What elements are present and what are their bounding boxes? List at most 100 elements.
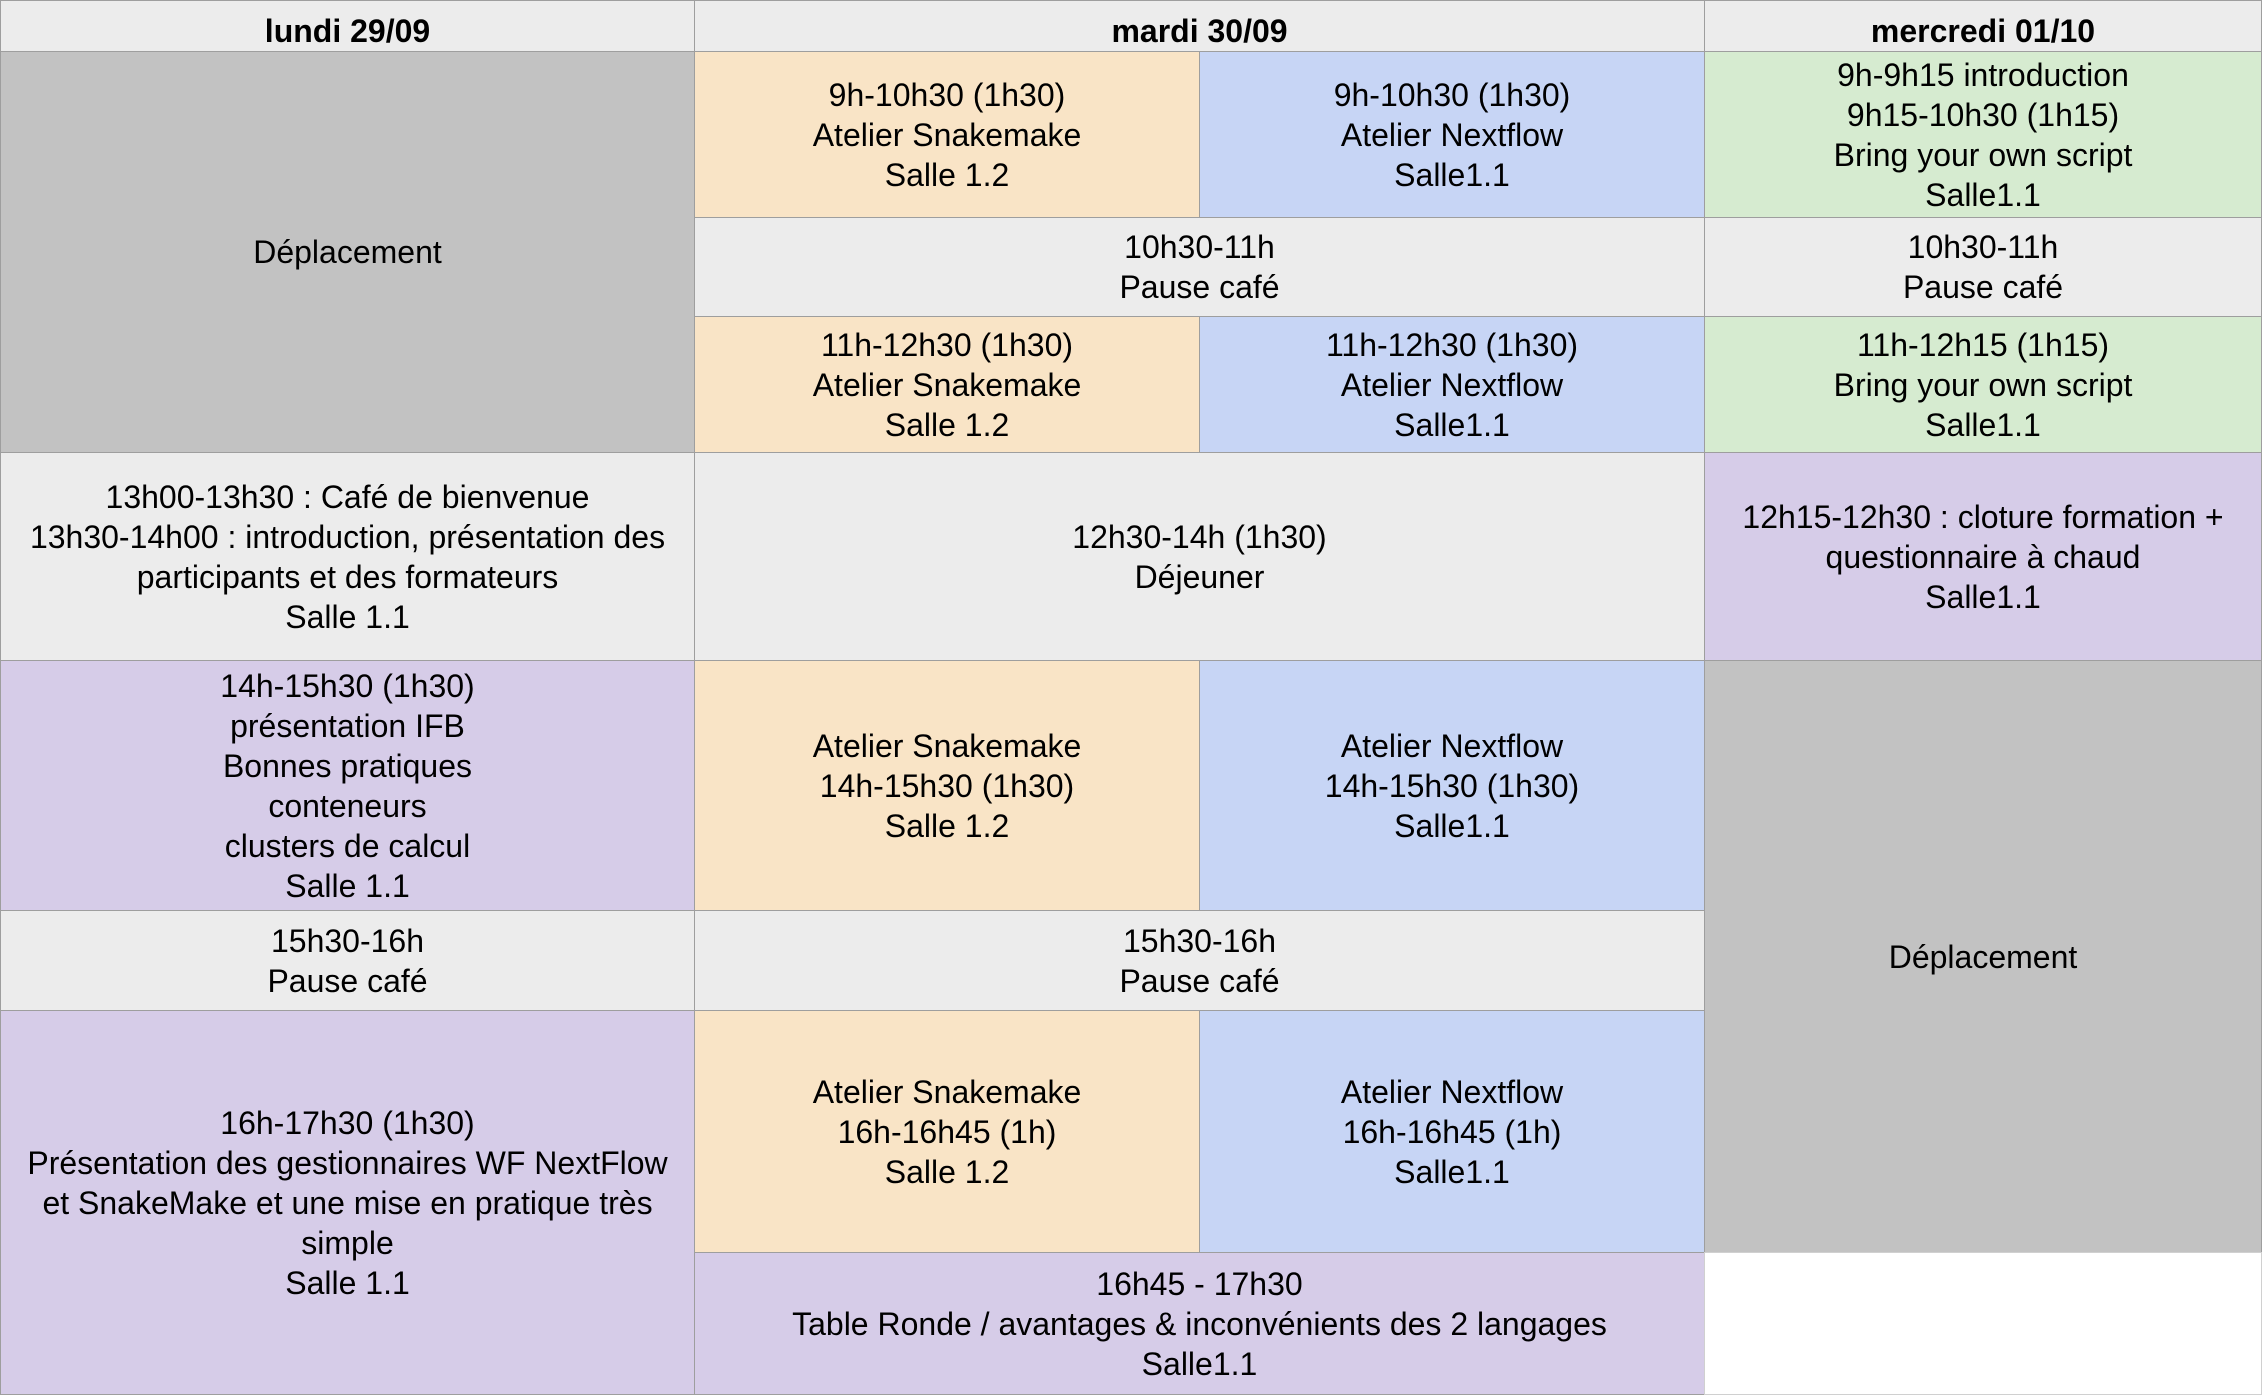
cell-line: Déplacement [253,234,442,270]
cell-line: 9h-9h15 introduction [1837,56,2129,93]
tuesday-snakemake-session-4: Atelier Snakemake 16h-16h45 (1h) Salle 1.2 [694,1010,1200,1253]
cell-text: Atelier Snakemake 16h-16h45 (1h) Salle 1.2 [813,1072,1082,1192]
cell-text: 16h-17h30 (1h30) Présentation des gestion… [27,1103,667,1303]
monday-ifb-presentation: 14h-15h30 (1h30) présentation IFB Bonnes p… [0,660,695,911]
cell-line: participants et des formateurs [136,558,559,595]
cell-line: Salle1.1 [1394,807,1510,844]
cell-text: 11h-12h30 (1h30) Atelier Nextflow Salle1.1 [1326,325,1578,445]
wednesday-coffee-break: 10h30-11h Pause café [1704,217,2262,317]
cell-text: 15h30-16h Pause café [267,921,427,1001]
tuesday-coffee-break-afternoon: 15h30-16h Pause café [694,910,1705,1011]
empty-cell [1704,1252,2262,1395]
cell-text: 9h-10h30 (1h30) Atelier Snakemake Salle 1.… [813,75,1082,195]
cell-line: Atelier Nextflow [1340,727,1564,764]
cell-line: Salle 1.2 [884,807,1010,844]
cell-line: Atelier Nextflow [1340,116,1564,153]
cell-text: 14h-15h30 (1h30) présentation IFB Bonnes p… [220,666,474,906]
cell-text: Atelier Nextflow 14h-15h30 (1h30) Salle1.1 [1325,726,1579,846]
cell-line: Bring your own script [1833,366,2133,403]
cell-line: et SnakeMake et une mise en pratique trè… [42,1184,653,1221]
cell-line: 12h15-12h30 : cloture formation + [1742,498,2224,535]
monday-workflow-managers: 16h-17h30 (1h30) Présentation des gestion… [0,1010,695,1395]
tuesday-snakemake-session-3: Atelier Snakemake 14h-15h30 (1h30) Salle 1… [694,660,1200,911]
cell-text: Atelier Snakemake 14h-15h30 (1h30) Salle 1… [813,726,1082,846]
cell-line: Pause café [267,962,428,999]
cell-line: Salle1.1 [1141,1345,1258,1382]
cell-line: 13h00-13h30 : Café de bienvenue [105,478,590,515]
cell-line: 14h-15h30 (1h30) [819,767,1075,804]
cell-line: 16h-16h45 (1h) [1342,1113,1562,1150]
cell-line: Déplacement [1888,938,2078,975]
header-wednesday: mercredi 01/10 [1704,0,2262,52]
cell-line: questionnaire à chaud [1825,538,2141,575]
cell-line: 9h15-10h30 (1h15) [1846,96,2120,133]
cell-text: 11h-12h15 (1h15) Bring your own script Sal… [1834,325,2133,445]
cell-text: 9h-10h30 (1h30) Atelier Nextflow Salle1.1 [1334,75,1571,195]
cell-line: clusters de calcul [224,827,471,864]
cell-line: Pause café [1119,962,1280,999]
header-monday: lundi 29/09 [0,0,695,52]
cell-line: 11h-12h30 (1h30) [820,326,1074,363]
tuesday-coffee-break-morning: 10h30-11h Pause café [694,217,1705,317]
cell-line: 16h-17h30 (1h30) [220,1104,475,1141]
cell-line: 11h-12h15 (1h15) [1856,326,2110,363]
cell-line: 15h30-16h [270,922,424,959]
wednesday-travel: Déplacement [1704,660,2262,1253]
cell-line: 12h30-14h (1h30) [1072,518,1327,555]
cell-line: Bring your own script [1833,136,2133,173]
cell-line: Pause café [1902,269,2064,305]
cell-text: Atelier Nextflow 16h-16h45 (1h) Salle1.1 [1341,1072,1563,1192]
cell-line: Salle1.1 [1925,578,2041,615]
cell-line: 16h45 - 17h30 [1096,1265,1303,1302]
cell-line: simple [301,1224,394,1261]
cell-line: Atelier Snakemake [812,366,1082,403]
tuesday-nextflow-session-3: Atelier Nextflow 14h-15h30 (1h30) Salle1.1 [1199,660,1705,911]
cell-line: 13h30-14h00 : introduction, présentation… [29,518,666,555]
cell-text: 16h45 - 17h30 Table Ronde / avantages & i… [792,1264,1607,1384]
tuesday-lunch: 12h30-14h (1h30) Déjeuner [694,452,1705,661]
cell-line: Atelier Nextflow [1340,1073,1564,1110]
cell-line: Salle 1.1 [285,598,410,635]
cell-line: Salle 1.2 [884,1153,1010,1190]
cell-line: Atelier Snakemake [812,727,1082,764]
tuesday-nextflow-session-1: 9h-10h30 (1h30) Atelier Nextflow Salle1.1 [1199,51,1705,218]
cell-line: présentation IFB [230,707,465,744]
cell-line: Salle 1.1 [285,1264,410,1301]
cell-line: Atelier Snakemake [812,116,1082,153]
tuesday-snakemake-session-1: 9h-10h30 (1h30) Atelier Snakemake Salle 1.… [694,51,1200,218]
cell-line: Salle1.1 [1394,1153,1510,1190]
tuesday-round-table: 16h45 - 17h30 Table Ronde / avantages & i… [694,1252,1705,1395]
cell-text: 10h30-11h Pause café [1903,227,2063,307]
cell-line: Atelier Snakemake [812,1073,1082,1110]
cell-line: Déjeuner [1134,558,1265,595]
cell-line: 14h-15h30 (1h30) [220,667,475,704]
cell-line: Salle 1.2 [884,406,1010,443]
cell-line: Salle 1.1 [285,867,410,904]
cell-line: Bonnes pratiques [222,747,473,784]
cell-line: conteneurs [268,787,427,824]
cell-text: 11h-12h30 (1h30) Atelier Snakemake Salle 1… [813,325,1082,445]
cell-line: Atelier Nextflow [1340,366,1564,403]
wednesday-byos-session-2: 11h-12h15 (1h15) Bring your own script Sal… [1704,316,2262,453]
monday-travel: Déplacement [0,51,695,453]
cell-line: Salle1.1 [1925,406,2041,443]
cell-text: Déplacement [253,232,442,272]
cell-line: Salle 1.2 [884,156,1010,193]
cell-text: 12h30-14h (1h30) Déjeuner [1072,517,1326,597]
monday-welcome: 13h00-13h30 : Café de bienvenue 13h30-14h… [0,452,695,661]
cell-line: Présentation des gestionnaires WF NextFl… [27,1144,668,1181]
cell-text: 9h-9h15 introduction 9h15-10h30 (1h15) Bri… [1834,55,2133,215]
cell-line: Salle1.1 [1394,156,1510,193]
cell-line: 15h30-16h [1122,922,1276,959]
cell-line: Salle1.1 [1394,406,1510,443]
cell-line: 9h-10h30 (1h30) [1333,76,1571,113]
cell-text: 12h15-12h30 : cloture formation + questio… [1742,497,2223,617]
cell-text: 10h30-11h Pause café [1119,227,1279,307]
wednesday-closing: 12h15-12h30 : cloture formation + questio… [1704,452,2262,661]
tuesday-snakemake-session-2: 11h-12h30 (1h30) Atelier Snakemake Salle 1… [694,316,1200,453]
cell-line: 10h30-11h [1907,229,2059,265]
cell-line: 9h-10h30 (1h30) [828,76,1066,113]
cell-line: 11h-12h30 (1h30) [1325,326,1579,363]
cell-line: Pause café [1119,269,1280,305]
